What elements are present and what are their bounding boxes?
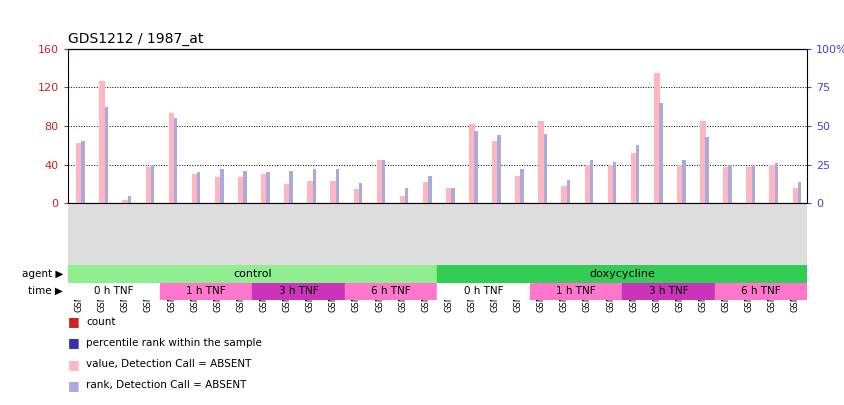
Text: time ▶: time ▶ (29, 286, 63, 296)
Bar (437, 283, 529, 300)
Bar (145, 166, 151, 203)
Bar (700, 121, 705, 203)
Text: 6 h TNF: 6 h TNF (740, 286, 780, 296)
Text: ■: ■ (68, 358, 79, 371)
Text: ■: ■ (68, 337, 79, 350)
Text: percentile rank within the sample: percentile rank within the sample (86, 338, 262, 348)
Text: agent ▶: agent ▶ (22, 269, 63, 279)
Bar (728, 165, 731, 203)
Bar (422, 182, 428, 203)
Bar (750, 165, 754, 203)
Text: ■: ■ (68, 315, 79, 328)
Bar (705, 137, 708, 203)
Bar (214, 177, 220, 203)
Bar (238, 177, 243, 203)
Text: 1 h TNF: 1 h TNF (555, 286, 595, 296)
Bar (769, 165, 774, 203)
Bar (399, 196, 405, 203)
Bar (353, 189, 359, 203)
Bar (76, 143, 82, 203)
Bar (122, 200, 128, 203)
Bar (676, 165, 682, 203)
Bar (376, 160, 382, 203)
Bar (560, 186, 566, 203)
Bar (473, 131, 477, 203)
Bar (468, 124, 474, 203)
Text: 1 h TNF: 1 h TNF (187, 286, 226, 296)
Bar (284, 184, 289, 203)
Bar (127, 196, 131, 203)
Bar (312, 169, 316, 203)
Bar (169, 113, 174, 203)
Bar (538, 121, 544, 203)
Bar (219, 169, 224, 203)
Text: ■: ■ (68, 379, 79, 392)
Bar (681, 160, 684, 203)
Bar (428, 175, 431, 203)
Text: 6 h TNF: 6 h TNF (371, 286, 410, 296)
Bar (722, 166, 728, 203)
Text: doxycycline: doxycycline (588, 269, 654, 279)
Bar (437, 265, 806, 283)
Text: rank, Detection Call = ABSENT: rank, Detection Call = ABSENT (86, 380, 246, 390)
Bar (529, 283, 621, 300)
Bar (68, 265, 437, 283)
Bar (289, 171, 293, 203)
Bar (307, 181, 313, 203)
Bar (566, 180, 570, 203)
Bar (745, 166, 751, 203)
Bar (192, 175, 197, 203)
Bar (197, 173, 200, 203)
Text: 0 h TNF: 0 h TNF (94, 286, 133, 296)
Bar (612, 162, 615, 203)
Bar (100, 81, 105, 203)
Bar (174, 118, 177, 203)
Bar (774, 163, 777, 203)
Bar (491, 141, 497, 203)
Bar (335, 169, 338, 203)
Bar (636, 145, 639, 203)
Bar (621, 283, 714, 300)
Bar (261, 175, 267, 203)
Bar (714, 283, 806, 300)
Bar (584, 165, 590, 203)
Bar (68, 283, 160, 300)
Bar (607, 165, 613, 203)
Bar (630, 153, 636, 203)
Bar (344, 283, 437, 300)
Bar (797, 182, 800, 203)
Bar (266, 173, 269, 203)
Bar (515, 176, 521, 203)
Bar (520, 169, 523, 203)
Text: control: control (233, 269, 272, 279)
Bar (252, 283, 344, 300)
Text: GDS1212 / 1987_at: GDS1212 / 1987_at (68, 32, 203, 46)
Bar (160, 283, 252, 300)
Bar (330, 181, 336, 203)
Bar (150, 165, 154, 203)
Bar (658, 103, 662, 203)
Bar (81, 141, 85, 203)
Bar (243, 171, 246, 203)
Bar (451, 188, 454, 203)
Bar (497, 135, 500, 203)
Bar (359, 183, 362, 203)
Text: value, Detection Call = ABSENT: value, Detection Call = ABSENT (86, 359, 252, 369)
Text: 3 h TNF: 3 h TNF (647, 286, 687, 296)
Bar (446, 188, 452, 203)
Bar (404, 188, 408, 203)
Bar (653, 73, 659, 203)
Text: 3 h TNF: 3 h TNF (279, 286, 318, 296)
Bar (543, 134, 546, 203)
Bar (105, 107, 108, 203)
Text: count: count (86, 317, 116, 327)
Bar (792, 188, 798, 203)
Text: 0 h TNF: 0 h TNF (463, 286, 503, 296)
Bar (381, 160, 385, 203)
Bar (589, 160, 592, 203)
